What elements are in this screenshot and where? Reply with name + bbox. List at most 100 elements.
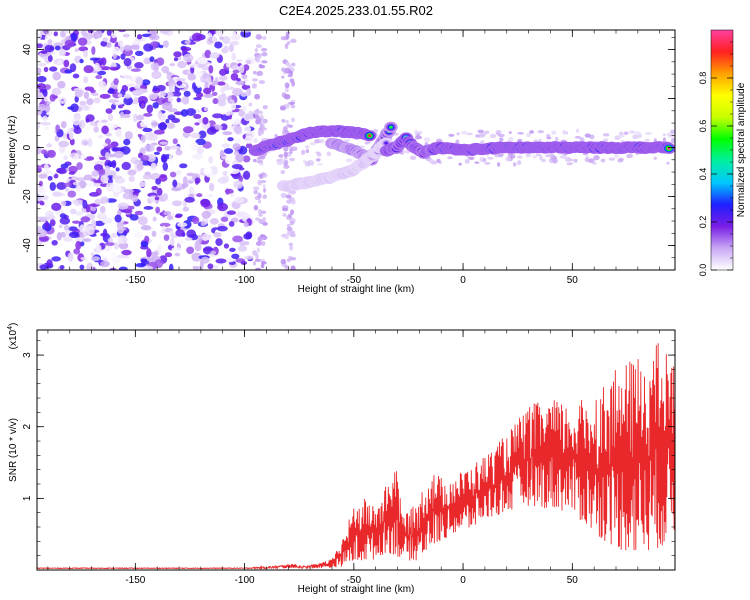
spectral-noise-blob <box>237 245 248 252</box>
spectral-speckle <box>548 153 555 158</box>
spectral-noise-blob <box>206 127 217 135</box>
spectral-noise-blob <box>130 68 142 72</box>
x-tick-label: -150 <box>125 575 145 586</box>
spectral-noise-blob <box>243 221 249 228</box>
spectral-speckle <box>546 133 551 138</box>
spectral-noise-blob <box>49 94 56 102</box>
spectral-noise-blob <box>188 186 195 195</box>
spectral-noise-blob <box>187 180 194 184</box>
spectral-noise-blob <box>156 183 162 188</box>
spectral-noise-blob <box>138 181 146 188</box>
spectral-noise-blob <box>64 187 69 192</box>
spectral-noise-blob <box>63 59 70 68</box>
y-tick-label: -40 <box>22 238 33 253</box>
spectral-speckle <box>495 130 503 133</box>
spectral-noise-blob <box>37 226 42 231</box>
spectral-noise-blob <box>127 169 137 176</box>
spectral-noise-blob <box>103 245 112 252</box>
spectral-speckle <box>315 158 321 162</box>
spectral-column-blob <box>260 124 265 129</box>
spectral-noise-blob <box>166 215 173 221</box>
spectral-column-blob <box>251 78 258 82</box>
spectral-speckle <box>508 131 512 134</box>
spectral-noise-blob <box>93 97 101 104</box>
spectral-noise-blob <box>121 236 128 243</box>
x-tick-label: -100 <box>235 275 255 286</box>
spectral-speckle <box>326 151 332 157</box>
spectral-noise-blob <box>217 81 226 86</box>
spectral-column-blob <box>286 223 291 228</box>
spectral-noise-blob <box>202 101 213 108</box>
spectral-speckle <box>304 145 310 149</box>
spectral-noise-blob <box>55 124 61 132</box>
spectral-column-blob <box>255 241 262 246</box>
spectral-noise-blob <box>136 34 143 40</box>
spectral-noise-blob <box>171 247 182 252</box>
spectral-noise-blob <box>69 63 77 72</box>
spectral-noise-blob <box>107 161 116 167</box>
spectral-noise-blob <box>200 221 206 227</box>
spectral-speckle <box>634 131 641 134</box>
spectrogram-heat <box>37 30 675 270</box>
spectral-noise-blob <box>194 241 199 246</box>
spectral-noise-blob <box>37 229 48 238</box>
spectral-noise-blob <box>72 73 80 79</box>
spectral-column-blob <box>261 241 266 246</box>
spectral-column-blob <box>290 209 295 216</box>
spectral-noise-blob <box>137 216 148 225</box>
spectral-noise-blob <box>109 38 117 43</box>
spectral-column-blob <box>282 207 289 212</box>
spectral-noise-blob <box>162 192 169 201</box>
x-tick-label: -150 <box>125 275 145 286</box>
spectral-noise-blob <box>209 30 217 35</box>
spectral-noise-blob <box>153 62 160 72</box>
spectral-noise-blob <box>135 76 144 86</box>
spectral-noise-blob <box>123 96 133 106</box>
spectral-noise-blob <box>115 128 122 138</box>
spectral-noise-blob <box>193 114 202 119</box>
spectral-noise-blob <box>169 171 177 178</box>
spectral-speckle <box>410 155 417 161</box>
spectral-noise-blob <box>46 143 53 148</box>
spectral-noise-blob <box>160 153 167 163</box>
spectral-column-blob <box>260 119 266 126</box>
spectral-speckle <box>529 130 535 134</box>
spectral-noise-blob <box>121 109 131 115</box>
spectral-column-blob <box>289 256 297 261</box>
spectral-noise-blob <box>172 179 178 188</box>
spectral-column-blob <box>261 47 268 52</box>
spectral-noise-blob <box>51 256 61 262</box>
spectrogram-frame <box>36 29 676 271</box>
spectral-noise-blob <box>95 74 103 80</box>
spectral-column-blob <box>263 187 267 193</box>
spectral-noise-blob <box>113 147 120 152</box>
x-tick-label: 50 <box>567 575 579 586</box>
spectral-noise-blob <box>143 57 152 65</box>
spectral-noise-blob <box>59 213 67 219</box>
spectral-noise-blob <box>131 195 139 202</box>
spectral-noise-blob <box>194 177 201 184</box>
spectral-speckle <box>545 154 550 158</box>
spectral-noise-blob <box>140 134 146 143</box>
spectral-noise-blob <box>122 33 130 38</box>
spectral-noise-blob <box>109 267 117 270</box>
spectral-noise-blob <box>122 192 132 200</box>
spectral-noise-blob <box>152 216 157 222</box>
spectral-speckle <box>456 132 460 136</box>
spectral-noise-blob <box>79 100 87 106</box>
spectral-speckle <box>510 154 516 159</box>
spectral-noise-blob <box>143 112 153 117</box>
spectral-speckle <box>484 161 491 165</box>
spectral-noise-blob <box>114 241 119 250</box>
spectral-column-blob <box>261 60 268 64</box>
spectral-noise-blob <box>190 141 199 152</box>
spectral-speckle <box>278 154 284 158</box>
spectral-noise-blob <box>107 237 114 243</box>
spectral-noise-blob <box>202 247 214 251</box>
spectral-noise-blob <box>154 259 164 269</box>
spectral-noise-blob <box>76 89 85 95</box>
spectral-noise-blob <box>112 183 122 193</box>
spectral-noise-blob <box>175 229 185 237</box>
spectral-noise-blob <box>117 93 123 98</box>
spectral-noise-blob <box>59 265 65 270</box>
